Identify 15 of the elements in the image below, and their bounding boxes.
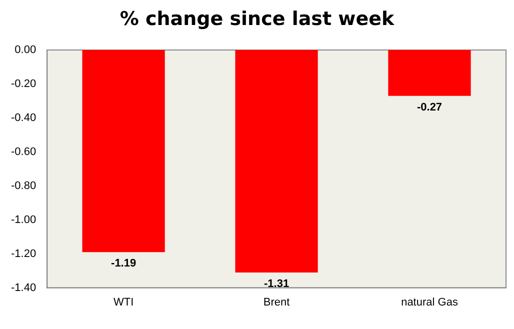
data-label: -1.31 — [264, 278, 290, 290]
x-tick-label: WTI — [113, 296, 134, 308]
y-tick-label: -1.40 — [10, 282, 36, 294]
data-label: -0.27 — [416, 101, 442, 114]
data-label: -1.19 — [111, 258, 136, 270]
y-tick-label: -0.80 — [10, 180, 36, 192]
y-tick-label: -0.60 — [10, 146, 36, 158]
chart-title: % change since last week — [118, 8, 396, 30]
y-tick-label: 0.00 — [14, 44, 36, 56]
x-tick-label: Brent — [263, 296, 290, 308]
y-tick-label: -0.20 — [10, 78, 36, 90]
x-tick-label: natural Gas — [401, 296, 458, 308]
y-tick-label: -1.00 — [10, 214, 36, 226]
y-tick-label: -0.40 — [10, 112, 36, 124]
y-tick-label: -1.20 — [10, 248, 36, 260]
